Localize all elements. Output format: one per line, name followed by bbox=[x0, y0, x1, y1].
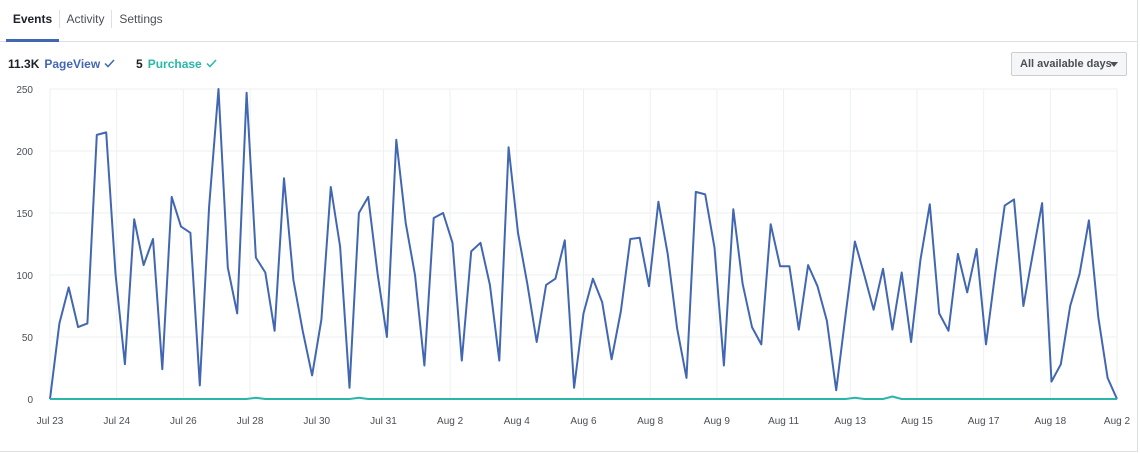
x-tick-label: Jul 24 bbox=[103, 416, 130, 427]
caret-down-icon bbox=[1110, 62, 1118, 67]
x-tick-label: Jul 30 bbox=[303, 416, 330, 427]
tab-events[interactable]: Events bbox=[6, 0, 59, 42]
y-tick-label: 50 bbox=[22, 333, 34, 344]
x-tick-label: Aug 4 bbox=[504, 416, 531, 427]
date-range-label: All available days bbox=[1020, 58, 1112, 70]
x-tick-label: Aug 6 bbox=[570, 416, 597, 427]
x-tick-label: Jul 31 bbox=[370, 416, 397, 427]
x-tick-label: Aug 13 bbox=[834, 416, 866, 427]
legend-series-name: Purchase bbox=[147, 57, 202, 71]
x-tick-label: Aug 17 bbox=[968, 416, 1000, 427]
x-tick-label: Aug 9 bbox=[704, 416, 731, 427]
series-line-purchase bbox=[50, 395, 1117, 400]
x-tick-label: Aug 2 bbox=[1104, 416, 1131, 427]
legend-series-name: PageView bbox=[44, 57, 101, 71]
tab-bar: Events Activity Settings bbox=[0, 0, 1138, 42]
legend-item-pageview[interactable]: 11.3K PageView bbox=[8, 56, 115, 72]
x-tick-label: Jul 23 bbox=[37, 416, 64, 427]
x-tick-label: Aug 11 bbox=[768, 416, 799, 427]
x-tick-label: Aug 2 bbox=[437, 416, 464, 427]
x-tick-label: Jul 26 bbox=[170, 416, 197, 427]
legend-count: 11.3K bbox=[8, 57, 40, 71]
y-tick-label: 150 bbox=[16, 209, 33, 220]
y-tick-label: 200 bbox=[16, 147, 33, 158]
y-tick-label: 100 bbox=[16, 271, 33, 282]
x-tick-label: Aug 8 bbox=[637, 416, 664, 427]
tab-divider bbox=[59, 10, 60, 28]
x-tick-label: Aug 18 bbox=[1034, 416, 1066, 427]
tab-settings[interactable]: Settings bbox=[119, 12, 163, 26]
tab-divider bbox=[111, 10, 112, 28]
y-tick-label: 0 bbox=[27, 395, 33, 406]
legend-item-purchase[interactable]: 5 Purchase bbox=[136, 56, 217, 72]
series-line-pageview bbox=[49, 88, 1118, 400]
check-icon bbox=[104, 56, 115, 72]
tab-activity[interactable]: Activity bbox=[66, 12, 105, 26]
x-tick-label: Jul 28 bbox=[237, 416, 264, 427]
check-icon bbox=[206, 56, 217, 72]
legend-count: 5 bbox=[136, 57, 143, 71]
date-range-dropdown[interactable]: All available days bbox=[1011, 52, 1127, 76]
x-tick-label: Aug 15 bbox=[901, 416, 933, 427]
y-tick-label: 250 bbox=[16, 85, 33, 96]
